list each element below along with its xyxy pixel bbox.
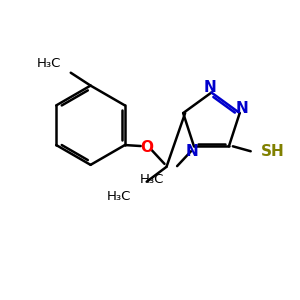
Text: H₃C: H₃C	[140, 173, 164, 187]
Text: SH: SH	[261, 144, 284, 159]
Text: N: N	[204, 80, 217, 95]
Text: H₃C: H₃C	[106, 190, 131, 203]
Text: O: O	[140, 140, 153, 154]
Text: N: N	[186, 144, 198, 159]
Text: H₃C: H₃C	[37, 57, 61, 70]
Text: N: N	[235, 100, 248, 116]
